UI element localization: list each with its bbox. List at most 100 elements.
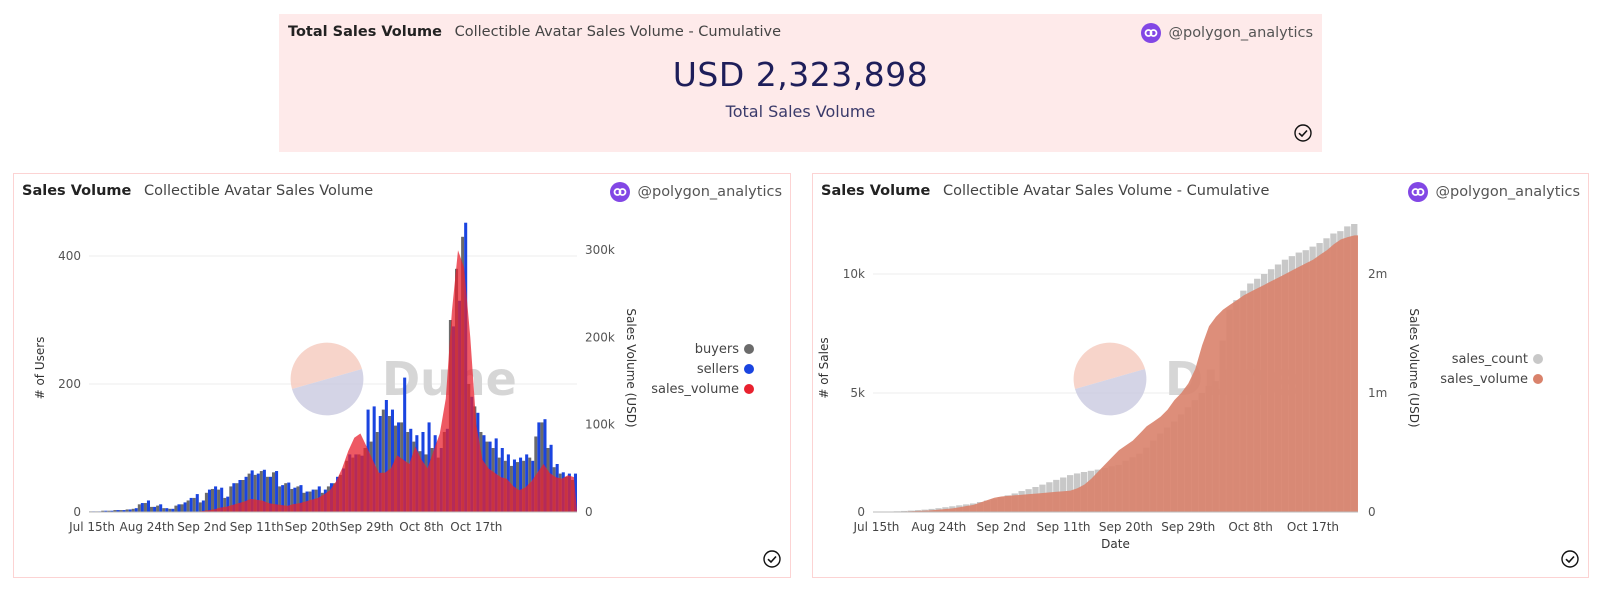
y-tick-label: 0: [73, 505, 81, 519]
x-tick-label: Oct 8th: [399, 520, 444, 534]
polygon-logo-icon: [1408, 182, 1429, 202]
x-tick-label: Aug 24th: [911, 520, 966, 534]
y-axis-label: # of Users: [33, 337, 47, 400]
left-panel-author[interactable]: @polygon_analytics: [610, 182, 782, 202]
sales-count-bar: [907, 510, 914, 512]
sellers-bar: [159, 504, 163, 512]
buyers-bar: [174, 505, 178, 512]
buyers-bar: [229, 486, 233, 512]
buyers-bar: [247, 473, 251, 512]
cumulative-sales-panel: Sales Volume Collectible Avatar Sales Vo…: [812, 173, 1589, 578]
sellers-bar: [390, 409, 394, 512]
sellers-bar: [256, 473, 260, 512]
buyers-bar: [534, 436, 538, 512]
sellers-bar: [128, 509, 132, 512]
sellers-bar: [543, 419, 547, 512]
x-tick-label: Sep 11th: [230, 520, 284, 534]
right-panel-subtitle: Collectible Avatar Sales Volume - Cumula…: [942, 183, 1270, 199]
sellers-bar: [207, 489, 211, 512]
sellers-bar: [250, 470, 254, 512]
kpi-label: Total Sales Volume: [725, 102, 876, 121]
y2-axis-label: Sales Volume (USD): [624, 308, 638, 427]
sales-volume-panel: Sales Volume Collectible Avatar Sales Vo…: [13, 173, 791, 578]
buyers-bar: [272, 472, 276, 512]
sellers-bar: [244, 476, 248, 512]
watermark-logo-top: [290, 342, 362, 389]
buyers-bar: [265, 476, 269, 512]
x-tick-label: Sep 2nd: [177, 520, 226, 534]
legend-label-sellers: sellers: [697, 362, 739, 377]
sellers-bar: [116, 510, 120, 512]
x-tick-label: Sep 20th: [285, 520, 339, 534]
left-panel-author-handle[interactable]: @polygon_analytics: [637, 184, 782, 200]
sellers-bar: [104, 510, 108, 512]
kpi-header: Total Sales Volume Collectible Avatar Sa…: [288, 24, 781, 40]
watermark-logo-bottom: [1075, 369, 1147, 416]
polygon-logo-icon: [610, 182, 631, 202]
kpi-title: Total Sales Volume: [288, 24, 442, 40]
sellers-bar: [238, 480, 242, 512]
sellers-bar: [110, 510, 114, 512]
sellers-bar: [573, 473, 577, 512]
x-tick-label: Sep 2nd: [977, 520, 1026, 534]
left-panel-subtitle: Collectible Avatar Sales Volume: [143, 183, 374, 199]
sellers-bar: [134, 508, 138, 512]
x-tick-label: Sep 20th: [1099, 520, 1153, 534]
cumulative-sales-volume-area: [873, 235, 1358, 512]
buyers-bar: [290, 488, 294, 512]
left-panel-header: Sales Volume Collectible Avatar Sales Vo…: [22, 183, 373, 199]
right-panel-author-handle[interactable]: @polygon_analytics: [1435, 184, 1580, 200]
check-icon: [1294, 124, 1312, 142]
kpi-author-handle[interactable]: @polygon_analytics: [1168, 25, 1313, 41]
right-panel-title: Sales Volume: [821, 183, 931, 199]
buyers-bar: [192, 497, 196, 512]
right-panel-author[interactable]: @polygon_analytics: [1408, 182, 1580, 202]
sellers-bar: [281, 485, 285, 512]
buyers-bar: [101, 510, 105, 512]
buyers-bar: [241, 480, 245, 512]
x-tick-label: Sep 11th: [1037, 520, 1091, 534]
left-panel-title: Sales Volume: [22, 183, 132, 199]
y2-axis-label: Sales Volume (USD): [1407, 308, 1421, 427]
sellers-bar: [403, 377, 407, 512]
legend-swatch-sales_volume: [744, 384, 754, 394]
buyers-bar: [186, 500, 190, 512]
watermark-logo-top: [1073, 342, 1145, 389]
sellers-bar: [201, 500, 205, 512]
buyers-bar: [162, 508, 166, 512]
y2-tick-label: 2m: [1368, 267, 1387, 281]
sellers-bar: [275, 471, 279, 512]
kpi-author[interactable]: @polygon_analytics: [1141, 23, 1313, 43]
y2-tick-label: 200k: [585, 330, 615, 344]
y-tick-label: 0: [857, 505, 865, 519]
y-tick-label: 200: [58, 377, 81, 391]
buyers-bar: [168, 508, 172, 512]
buyers-bar: [113, 510, 117, 512]
sellers-bar: [512, 459, 516, 512]
y-tick-label: 400: [58, 249, 81, 263]
buyers-bar: [516, 462, 520, 512]
sellers-bar: [299, 485, 303, 512]
sellers-bar: [177, 504, 181, 512]
x-tick-label: Aug 24th: [120, 520, 175, 534]
sellers-bar: [153, 506, 157, 512]
sellers-bar: [165, 508, 169, 512]
y-tick-label: 5k: [850, 386, 865, 400]
sellers-bar: [262, 469, 266, 512]
buyers-bar: [253, 474, 257, 512]
sellers-bar: [537, 422, 541, 512]
x-tick-label: Sep 29th: [340, 520, 394, 534]
sales-count-bar: [900, 510, 908, 512]
x-tick-label: Sep 29th: [1161, 520, 1215, 534]
x-tick-label: Jul 15th: [68, 520, 115, 534]
legend-swatch-sales_volume: [1533, 374, 1543, 384]
sellers-bar: [195, 494, 199, 512]
legend-label-buyers: buyers: [695, 342, 740, 357]
buyers-bar: [387, 416, 391, 512]
buyers-bar: [217, 489, 221, 512]
buyers-bar: [198, 502, 202, 512]
sellers-bar: [268, 476, 272, 512]
legend-swatch-sellers: [744, 364, 754, 374]
buyers-bar: [204, 492, 208, 512]
buyers-bar: [125, 509, 129, 512]
